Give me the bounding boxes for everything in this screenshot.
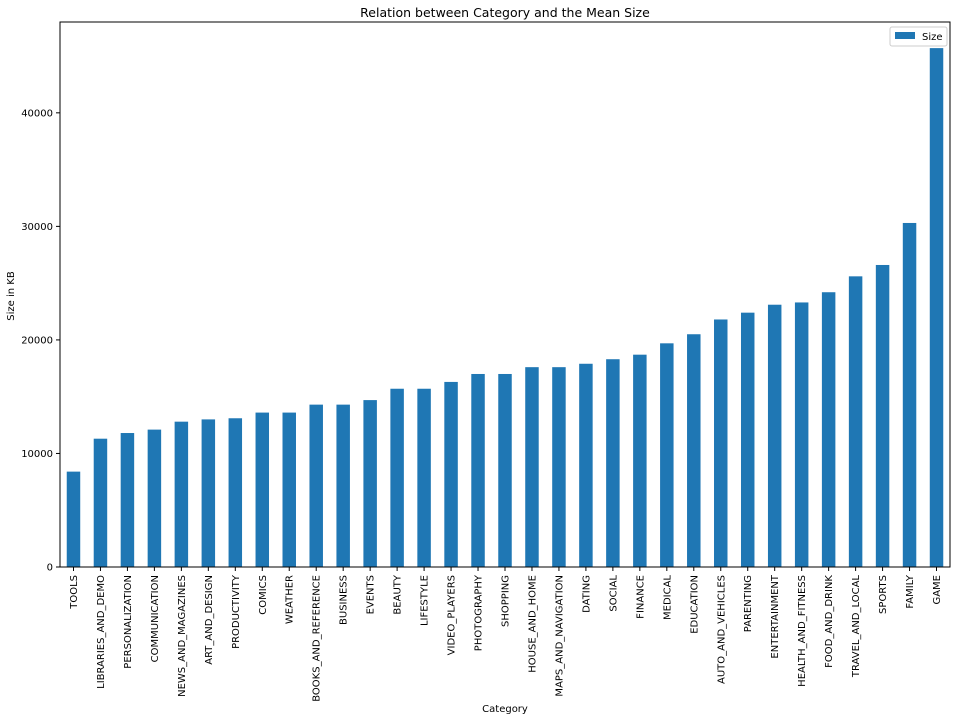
bar xyxy=(606,359,620,567)
x-tick-label: TRAVEL_AND_LOCAL xyxy=(851,575,862,679)
bar xyxy=(336,404,350,567)
bar xyxy=(390,388,404,567)
y-tick-label: 0 xyxy=(47,563,53,574)
bar xyxy=(660,343,674,567)
x-tick-label: MEDICAL xyxy=(662,575,673,620)
x-tick-label: TOOLS xyxy=(69,575,80,610)
bars-layer xyxy=(66,48,944,568)
bar xyxy=(444,381,458,567)
y-tick-label: 30000 xyxy=(21,222,53,233)
x-tick-label: BOOKS_AND_REFERENCE xyxy=(312,575,323,702)
bar xyxy=(282,412,296,567)
x-tick-label: SOCIAL xyxy=(608,575,619,612)
x-tick-label: GAME xyxy=(932,575,943,605)
bar xyxy=(579,363,593,567)
x-tick-label: HOUSE_AND_HOME xyxy=(527,575,538,673)
y-tick-label: 20000 xyxy=(21,335,53,346)
bar xyxy=(767,304,782,567)
axes-layer: TOOLS LIBRARIES_AND_DEMO PERSONALIZATION CO… xyxy=(21,21,951,702)
x-tick-label: PERSONALIZATION xyxy=(123,575,134,669)
bar xyxy=(848,276,863,567)
x-tick-label: COMICS xyxy=(258,575,269,615)
x-tick-label: BEAUTY xyxy=(393,574,404,614)
bar xyxy=(309,404,323,567)
legend: Size xyxy=(889,26,948,47)
bar xyxy=(552,367,566,567)
bar xyxy=(417,388,431,567)
x-tick-label: EVENTS xyxy=(366,575,377,614)
bar xyxy=(93,438,108,567)
y-tick-label: 40000 xyxy=(21,108,53,119)
x-tick-label: AUTO_AND_VEHICLES xyxy=(716,575,727,684)
chart-title: Relation between Category and the Mean S… xyxy=(360,5,650,20)
y-axis-label: Size in KB xyxy=(6,271,17,321)
x-tick-label: FINANCE xyxy=(635,575,646,619)
bar xyxy=(875,264,890,567)
legend-swatch xyxy=(895,32,915,39)
bar xyxy=(714,319,728,567)
x-tick-label: SPORTS xyxy=(878,575,889,614)
bar xyxy=(363,400,377,567)
legend-label: Size xyxy=(922,32,943,43)
x-tick-label: DATING xyxy=(581,575,592,613)
x-tick-label: PARENTING xyxy=(743,575,754,632)
x-tick-label: SHOPPING xyxy=(501,575,512,627)
bar xyxy=(687,334,701,567)
bar xyxy=(929,48,944,568)
bar xyxy=(821,292,836,567)
x-tick-label: WEATHER xyxy=(285,575,296,624)
bar xyxy=(525,367,539,567)
bar xyxy=(147,429,162,567)
x-axis-label: Category xyxy=(482,704,528,715)
bar xyxy=(66,471,81,567)
x-tick-label: HEALTH_AND_FITNESS xyxy=(797,575,808,687)
x-tick-label: BUSINESS xyxy=(339,575,350,625)
bar xyxy=(228,418,243,567)
plot-frame xyxy=(59,21,951,568)
x-tick-label: MAPS_AND_NAVIGATION xyxy=(554,575,565,697)
x-tick-label: ENTERTAINMENT xyxy=(770,574,781,658)
bar xyxy=(120,433,135,567)
bar xyxy=(902,222,917,567)
bar xyxy=(174,421,189,567)
x-tick-label: PRODUCTIVITY xyxy=(231,574,242,649)
bar xyxy=(633,354,647,567)
x-tick-label: COMMUNICATION xyxy=(150,575,161,662)
x-tick-label: LIFESTYLE xyxy=(420,575,431,626)
x-tick-label: EDUCATION xyxy=(689,575,700,634)
x-tick-label: FAMILY xyxy=(905,574,916,608)
bar xyxy=(201,419,216,567)
x-tick-label: ART_AND_DESIGN xyxy=(204,575,215,665)
x-tick-label: FOOD_AND_DRINK xyxy=(824,575,835,668)
x-tick-label: VIDEO_PLAYERS xyxy=(447,575,458,655)
legend-frame xyxy=(889,26,948,47)
bar xyxy=(255,412,270,567)
bar xyxy=(471,373,485,567)
bar xyxy=(498,373,512,567)
x-tick-label: NEWS_AND_MAGAZINES xyxy=(177,575,188,697)
y-tick-label: 10000 xyxy=(21,449,53,460)
x-tick-label: LIBRARIES_AND_DEMO xyxy=(96,575,107,689)
bar xyxy=(740,312,755,567)
bar xyxy=(794,302,809,567)
x-tick-label: PHOTOGRAPHY xyxy=(474,574,485,651)
